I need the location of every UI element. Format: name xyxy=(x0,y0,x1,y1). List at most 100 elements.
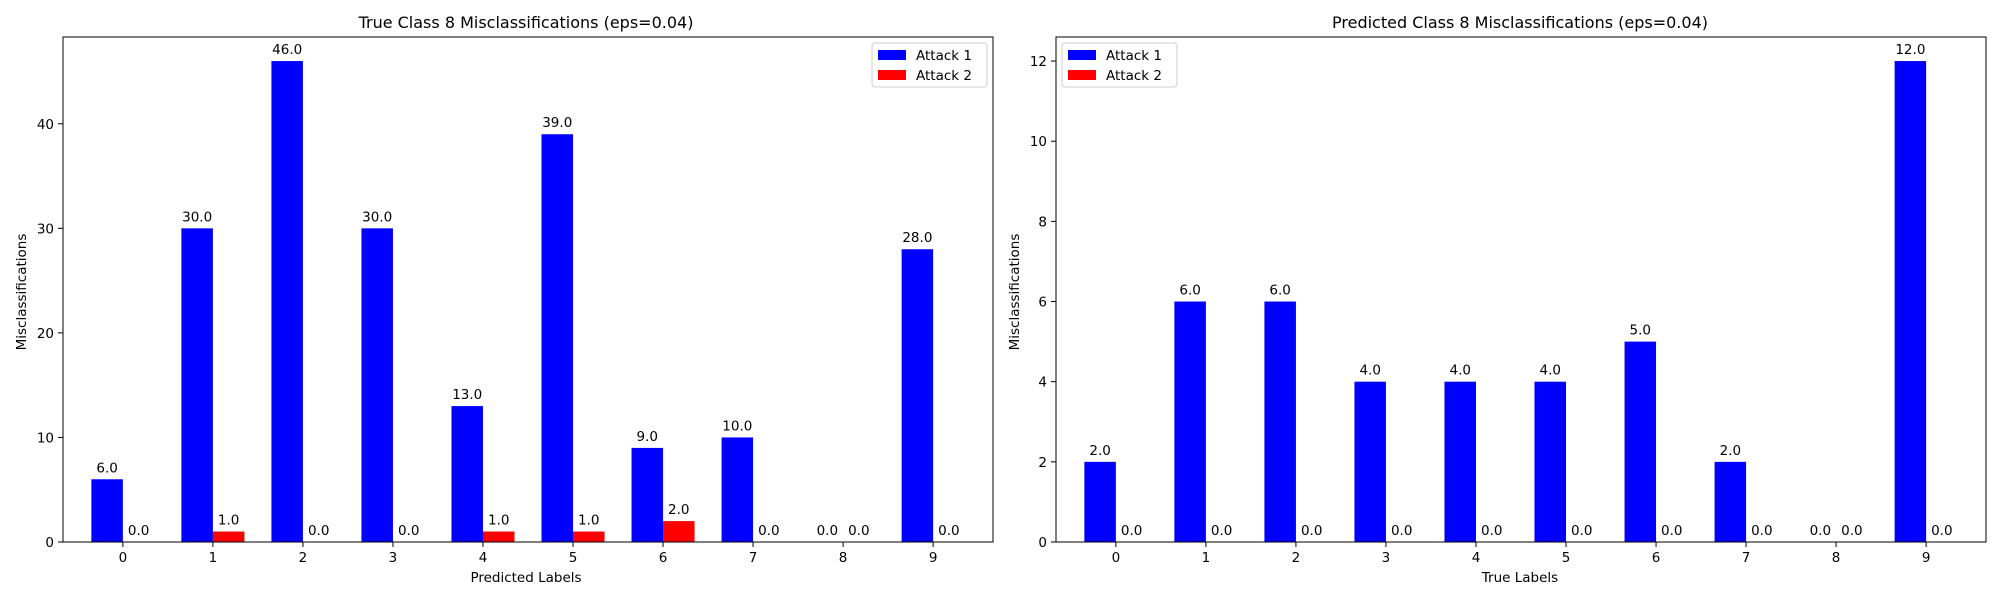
x-tick-label: 4 xyxy=(479,550,488,566)
x-tick-label: 1 xyxy=(209,550,218,566)
plot-frame xyxy=(62,36,994,543)
data-label: 6.0 xyxy=(1269,283,1290,299)
x-axis-label: True Labels xyxy=(1481,570,1558,586)
data-label: 12.0 xyxy=(1895,42,1925,58)
bar-attack-1 xyxy=(631,447,664,542)
bar-attack-2 xyxy=(482,531,515,542)
x-tick-label: 9 xyxy=(929,550,938,566)
bar-attack-1 xyxy=(1624,341,1657,542)
data-label: 30.0 xyxy=(362,209,392,225)
bar-attack-1 xyxy=(1534,381,1567,542)
data-label: 2.0 xyxy=(668,502,689,518)
data-label: 28.0 xyxy=(902,230,932,246)
bar-attack-1 xyxy=(1264,301,1296,542)
data-label: 0.0 xyxy=(1841,523,1862,539)
data-label: 1.0 xyxy=(578,513,599,529)
y-tick-label: 10 xyxy=(37,430,54,446)
x-tick-label: 3 xyxy=(389,550,398,566)
legend-swatch xyxy=(878,70,906,80)
data-label: 0.0 xyxy=(1751,523,1772,539)
legend-label: Attack 1 xyxy=(916,48,972,64)
x-tick-label: 7 xyxy=(1742,550,1751,566)
bar-attack-2 xyxy=(212,531,245,542)
data-label: 2.0 xyxy=(1720,443,1741,459)
data-label: 1.0 xyxy=(218,513,239,529)
x-tick-label: 6 xyxy=(1652,550,1661,566)
x-tick-label: 5 xyxy=(1562,550,1571,566)
x-tick-label: 3 xyxy=(1382,550,1391,566)
legend-label: Attack 2 xyxy=(1106,68,1162,84)
left-chart: True Class 8 Misclassifications (eps=0.0… xyxy=(14,13,994,586)
bar-attack-1 xyxy=(721,437,754,542)
data-label: 30.0 xyxy=(182,209,212,225)
x-tick-label: 8 xyxy=(839,550,848,566)
y-tick-label: 6 xyxy=(1038,295,1047,311)
data-label: 4.0 xyxy=(1359,363,1380,379)
chart-title: True Class 8 Misclassifications (eps=0.0… xyxy=(358,13,694,32)
bar-attack-1 xyxy=(1354,381,1386,542)
data-label: 1.0 xyxy=(488,513,509,529)
legend: Attack 1 Attack 2 xyxy=(1061,42,1178,88)
y-tick-label: 10 xyxy=(1030,134,1047,150)
data-label: 0.0 xyxy=(848,523,869,539)
data-label: 0.0 xyxy=(1391,523,1412,539)
x-tick-label: 2 xyxy=(1292,550,1301,566)
x-tick-label: 0 xyxy=(119,550,128,566)
data-label: 9.0 xyxy=(637,429,658,445)
y-tick-label: 2 xyxy=(1038,455,1047,471)
bar-attack-1 xyxy=(1714,461,1747,542)
data-label: 0.0 xyxy=(398,523,419,539)
data-label: 0.0 xyxy=(1661,523,1682,539)
y-tick-label: 8 xyxy=(1038,214,1047,230)
data-label: 0.0 xyxy=(1571,523,1592,539)
data-label: 0.0 xyxy=(1481,523,1502,539)
data-label: 4.0 xyxy=(1449,363,1470,379)
y-axis-label: Misclassifications xyxy=(14,234,30,351)
plot-frame xyxy=(1055,36,1987,543)
y-tick-label: 0 xyxy=(1038,535,1047,551)
x-tick-label: 6 xyxy=(659,550,668,566)
right-chart: Predicted Class 8 Misclassifications (ep… xyxy=(1007,13,1987,586)
bar-attack-2 xyxy=(573,531,605,542)
data-label: 6.0 xyxy=(96,460,117,476)
legend-swatch xyxy=(1068,70,1096,80)
x-tick-label: 7 xyxy=(749,550,758,566)
x-tick-label: 8 xyxy=(1832,550,1841,566)
data-label: 10.0 xyxy=(722,418,752,434)
bar-attack-1 xyxy=(901,249,934,542)
bar-attack-1 xyxy=(181,228,213,543)
data-label: 0.0 xyxy=(128,523,149,539)
legend-swatch xyxy=(878,50,906,60)
data-label: 0.0 xyxy=(1211,523,1232,539)
legend-label: Attack 2 xyxy=(916,68,972,84)
data-label: 0.0 xyxy=(1810,523,1831,539)
x-tick-label: 9 xyxy=(1922,550,1931,566)
x-tick-label: 5 xyxy=(569,550,578,566)
data-label: 5.0 xyxy=(1630,323,1651,339)
data-label: 6.0 xyxy=(1179,283,1200,299)
data-label: 2.0 xyxy=(1089,443,1110,459)
data-label: 4.0 xyxy=(1540,363,1561,379)
bar-attack-1 xyxy=(1174,301,1206,542)
legend-label: Attack 1 xyxy=(1106,48,1162,64)
data-label: 0.0 xyxy=(817,523,838,539)
bar-attack-1 xyxy=(1894,61,1927,543)
legend: Attack 1 Attack 2 xyxy=(871,42,988,88)
bar-attack-1 xyxy=(1444,381,1476,542)
data-label: 39.0 xyxy=(542,115,572,131)
data-label: 0.0 xyxy=(308,523,329,539)
bar-attack-1 xyxy=(361,228,393,543)
x-tick-label: 2 xyxy=(299,550,308,566)
data-label: 0.0 xyxy=(938,523,959,539)
data-label: 13.0 xyxy=(452,387,482,403)
data-label: 0.0 xyxy=(1121,523,1142,539)
bar-attack-1 xyxy=(541,134,574,542)
chart-title: Predicted Class 8 Misclassifications (ep… xyxy=(1332,13,1708,32)
x-axis-label: Predicted Labels xyxy=(470,570,581,586)
bar-attack-1 xyxy=(1084,461,1116,542)
bar-attack-1 xyxy=(91,479,123,542)
y-tick-label: 4 xyxy=(1038,375,1047,391)
bar-attack-1 xyxy=(451,406,483,542)
bar-attack-2 xyxy=(663,521,695,542)
